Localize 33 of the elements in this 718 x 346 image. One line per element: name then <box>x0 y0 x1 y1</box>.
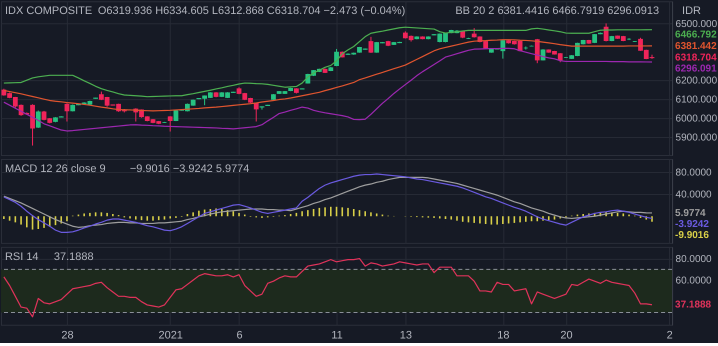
annotation: O6319.936 H6334.605 L6312.868 C6318.704 −2.473 (−0.04%) <box>98 5 406 18</box>
text: -3.9242 <box>675 218 710 230</box>
y-tick-label: 60.0000 <box>676 276 712 287</box>
y-tick-label: 6000.000 <box>676 114 718 125</box>
y-tick-label: 6200.000 <box>676 76 718 87</box>
x-tick-label: 13 <box>400 329 412 342</box>
text: IDR <box>682 5 702 18</box>
annotation: BB 20 2 6381.4416 6466.7919 6296.0913 <box>455 5 660 18</box>
chart-title: RSI 14 <box>4 250 39 263</box>
text: 5.9774 <box>675 208 706 219</box>
x-tick-label: 2021 <box>158 329 183 342</box>
text: 6381.442 <box>675 40 718 52</box>
text: -9.9016 <box>675 230 710 241</box>
text: 6296.091 <box>675 64 718 75</box>
y-tick-label: 40.0000 <box>676 190 712 201</box>
y-tick-label: 80.0000 <box>676 254 712 266</box>
chart-title: MACD 12 26 close 9 <box>4 163 106 175</box>
text: 6318.704 <box>675 52 718 64</box>
y-tick-label: 6500.000 <box>676 18 718 30</box>
x-tick-label: 28 <box>61 329 74 342</box>
x-tick-label: 20 <box>560 329 573 342</box>
y-tick-label: 6100.000 <box>676 94 718 106</box>
y-tick-label: 5900.000 <box>676 132 718 144</box>
annotation: −9.9016 −3.9242 5.9774 <box>130 163 250 175</box>
text: 6466.792 <box>675 29 718 40</box>
text: 37.1888 <box>675 300 712 311</box>
x-tick-label: 2 <box>666 329 673 342</box>
x-tick-label: 6 <box>236 329 243 342</box>
y-tick-label: 80.0000 <box>676 167 712 178</box>
annotation: 37.1888 <box>54 250 94 263</box>
chart-title: IDX COMPOSITE <box>4 5 92 18</box>
x-tick-label: 11 <box>331 329 343 342</box>
x-tick-label: 18 <box>497 329 510 342</box>
